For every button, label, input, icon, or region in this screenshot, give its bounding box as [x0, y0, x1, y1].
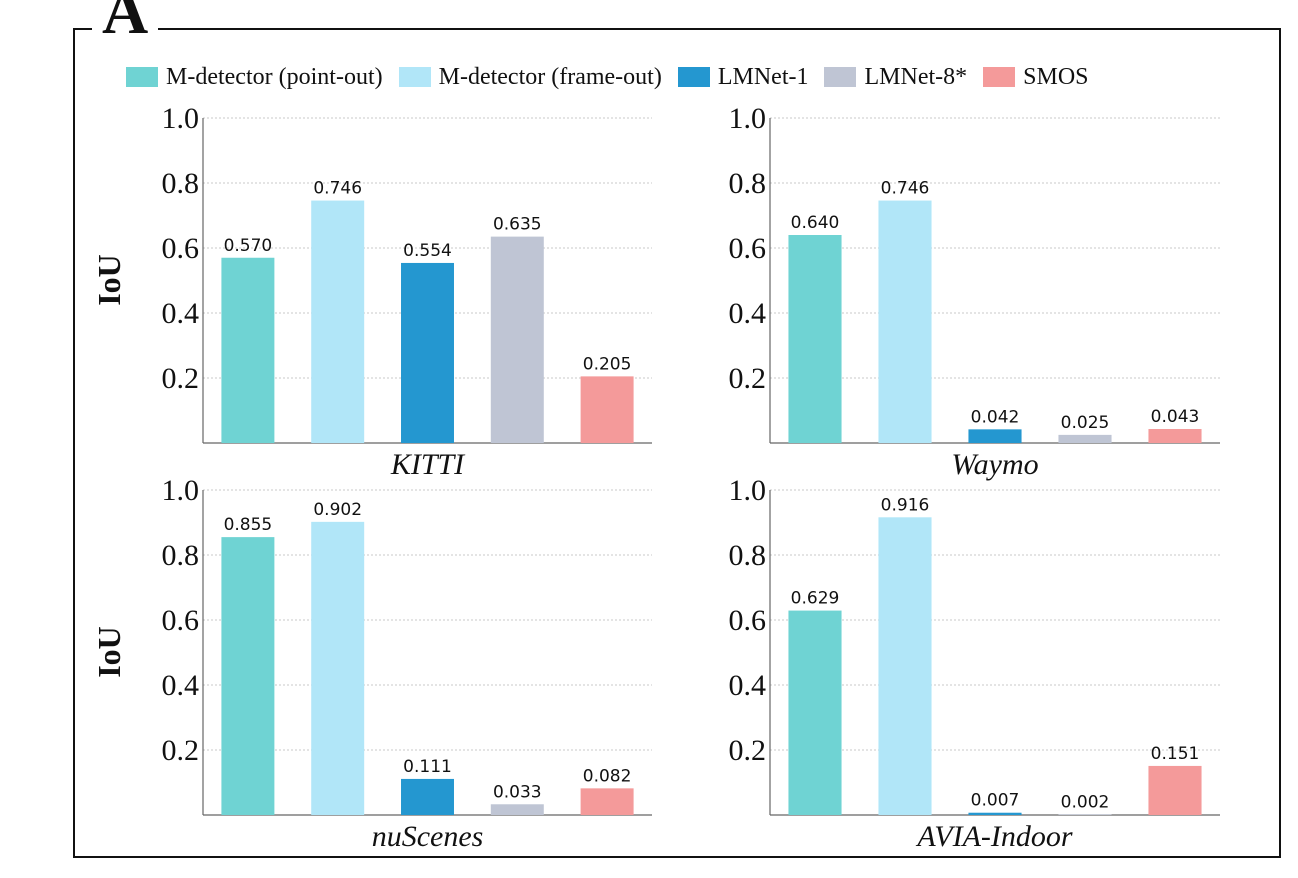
bar [788, 235, 842, 443]
y-tick-label: 0.2 [729, 734, 767, 767]
legend-swatch [824, 67, 857, 87]
bar [968, 812, 1022, 815]
bar [878, 200, 932, 443]
data-label: 0.916 [881, 495, 930, 515]
data-label: 0.002 [1061, 792, 1110, 812]
legend-swatch [126, 67, 158, 87]
y-tick-label: 0.6 [162, 604, 200, 637]
y-tick-label: 0.2 [162, 734, 200, 767]
data-label: 0.007 [971, 791, 1020, 811]
data-label: 0.151 [1151, 744, 1200, 764]
y-tick-label: 0.6 [729, 232, 767, 265]
y-tick-label: 0.4 [162, 297, 200, 330]
data-label: 0.082 [583, 766, 632, 786]
y-tick-label: 0.6 [729, 604, 767, 637]
y-axis-title: IoU [91, 254, 127, 306]
y-tick-label: 0.4 [729, 669, 767, 702]
legend-item-lmnet-8: LMNet-8* [824, 64, 967, 91]
y-tick-label: 0.6 [162, 232, 200, 265]
figure-frame [73, 28, 1281, 858]
data-label: 0.042 [971, 407, 1020, 427]
data-label: 0.111 [403, 757, 452, 777]
y-tick-label: 0.4 [162, 669, 200, 702]
bar [1058, 814, 1112, 815]
legend-label: SMOS [1023, 63, 1089, 90]
x-axis-title: Waymo [951, 448, 1038, 481]
legend-label: LMNet-1 [717, 63, 809, 90]
legend-item-smos: SMOS [983, 63, 1089, 91]
data-label: 0.640 [791, 213, 840, 233]
bar [878, 517, 932, 815]
data-label: 0.629 [791, 589, 840, 609]
data-label: 0.855 [224, 515, 273, 535]
bar [788, 610, 842, 815]
legend-item-mdetector-point-out: M-detector (point-out) [126, 64, 383, 91]
data-label: 0.554 [403, 241, 452, 261]
bar [968, 429, 1022, 443]
x-axis-title: nuScenes [372, 820, 484, 853]
y-tick-label: 1.0 [729, 474, 767, 507]
legend-label: LMNet-8* [864, 63, 968, 90]
data-label: 0.043 [1151, 407, 1200, 427]
bar [401, 778, 454, 815]
y-tick-label: 0.8 [729, 167, 767, 200]
bar [1058, 434, 1112, 443]
x-axis-title: AVIA-Indoor [915, 820, 1072, 853]
legend-label: M-detector (frame-out) [438, 63, 662, 90]
legend-label: M-detector (point-out) [166, 63, 383, 90]
y-tick-label: 0.2 [729, 362, 767, 395]
bar [221, 537, 275, 815]
bar [1148, 429, 1202, 443]
legend-item-lmnet-1: LMNet-1 [677, 63, 809, 91]
legend-swatch [983, 67, 1016, 87]
data-label: 0.025 [1061, 413, 1110, 433]
bar [311, 521, 365, 815]
y-axis-title: IoU [91, 626, 127, 678]
bar [401, 262, 454, 443]
data-label: 0.746 [313, 179, 362, 199]
y-tick-label: 0.8 [162, 539, 200, 572]
legend-swatch [677, 67, 710, 87]
y-tick-label: 0.2 [162, 362, 200, 395]
data-label: 0.902 [313, 500, 362, 520]
bar [311, 200, 365, 443]
bar [580, 788, 634, 815]
y-tick-label: 0.8 [162, 167, 200, 200]
bar [221, 257, 275, 443]
bar [1148, 765, 1202, 815]
y-tick-label: 0.4 [729, 297, 767, 330]
bar [580, 376, 634, 443]
data-label: 0.033 [493, 782, 542, 802]
legend: M-detector (point-out) M-detector (frame… [126, 60, 1105, 94]
data-label: 0.570 [224, 236, 273, 256]
y-tick-label: 0.8 [729, 539, 767, 572]
y-tick-label: 1.0 [729, 102, 767, 135]
data-label: 0.205 [583, 354, 632, 374]
y-tick-label: 1.0 [162, 102, 200, 135]
bar [490, 804, 544, 815]
legend-swatch [398, 67, 431, 87]
y-tick-label: 1.0 [162, 474, 200, 507]
bar [490, 236, 544, 443]
data-label: 0.746 [881, 179, 930, 199]
panel-label: A [92, 0, 159, 44]
data-label: 0.635 [493, 215, 542, 235]
legend-item-mdetector-frame-out: M-detector (frame-out) [398, 63, 662, 91]
x-axis-title: KITTI [390, 448, 466, 481]
